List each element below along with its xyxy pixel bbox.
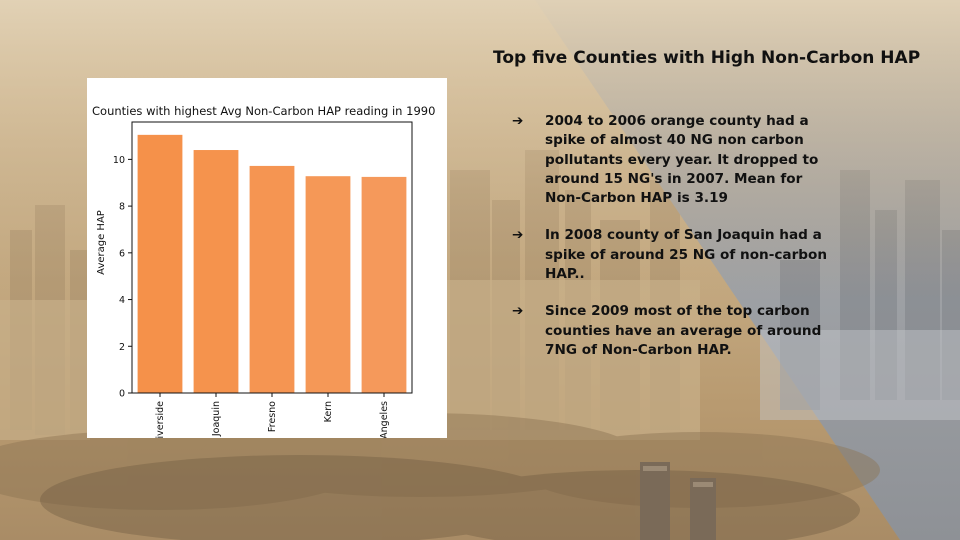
y-tick-label: 0: [119, 389, 125, 400]
bar-san-joaquin: [193, 150, 239, 393]
bullet-item: ➔ In 2008 county of San Joaquin had a spi…: [512, 226, 842, 284]
x-tick-label: Fresno: [267, 401, 278, 432]
bullet-item: ➔ Since 2009 most of the top carbon count…: [512, 302, 842, 360]
bar-chart: Counties with highest Avg Non-Carbon HAP…: [92, 104, 435, 438]
y-tick-label: 2: [119, 342, 125, 353]
right-arrow-icon: ➔: [512, 113, 524, 129]
x-tick-label: Riverside: [155, 401, 166, 438]
slide-title: Top five Counties with High Non-Carbon H…: [493, 48, 921, 68]
plot-frame: [131, 121, 413, 394]
x-tick-label: Kern: [323, 401, 334, 422]
chart-title: Counties with highest Avg Non-Carbon HAP…: [92, 104, 435, 118]
y-axis-ticks: 0 2 4 6 8 10: [113, 155, 132, 400]
bar-kern: [305, 176, 351, 393]
bar-riverside: [137, 134, 183, 394]
bar-fresno: [249, 165, 295, 393]
bullet-text: In 2008 county of San Joaquin had a spik…: [545, 227, 828, 283]
y-tick-label: 4: [119, 295, 125, 306]
x-tick-label: Los Angeles: [379, 401, 390, 438]
bullet-item: ➔ 2004 to 2006 orange county had a spike …: [512, 112, 842, 208]
y-axis-label: Average HAP: [96, 210, 107, 275]
y-tick-label: 10: [113, 155, 125, 166]
bullet-text: 2004 to 2006 orange county had a spike o…: [545, 113, 819, 207]
chart-bars: [137, 134, 407, 394]
right-arrow-icon: ➔: [512, 303, 524, 320]
bullet-text: Since 2009 most of the top carbon counti…: [545, 303, 822, 358]
x-tick-label: San Joaquin: [211, 401, 222, 438]
y-tick-label: 6: [119, 248, 125, 259]
y-tick-label: 8: [119, 202, 125, 213]
bullet-list: ➔ 2004 to 2006 orange county had a spike …: [512, 112, 842, 378]
bar-los-angeles: [361, 176, 407, 393]
bar-chart-card: Counties with highest Avg Non-Carbon HAP…: [87, 78, 447, 438]
right-arrow-icon: ➔: [512, 227, 524, 244]
x-axis-ticks: Riverside San Joaquin Fresno Kern Los Angele…: [155, 393, 390, 438]
